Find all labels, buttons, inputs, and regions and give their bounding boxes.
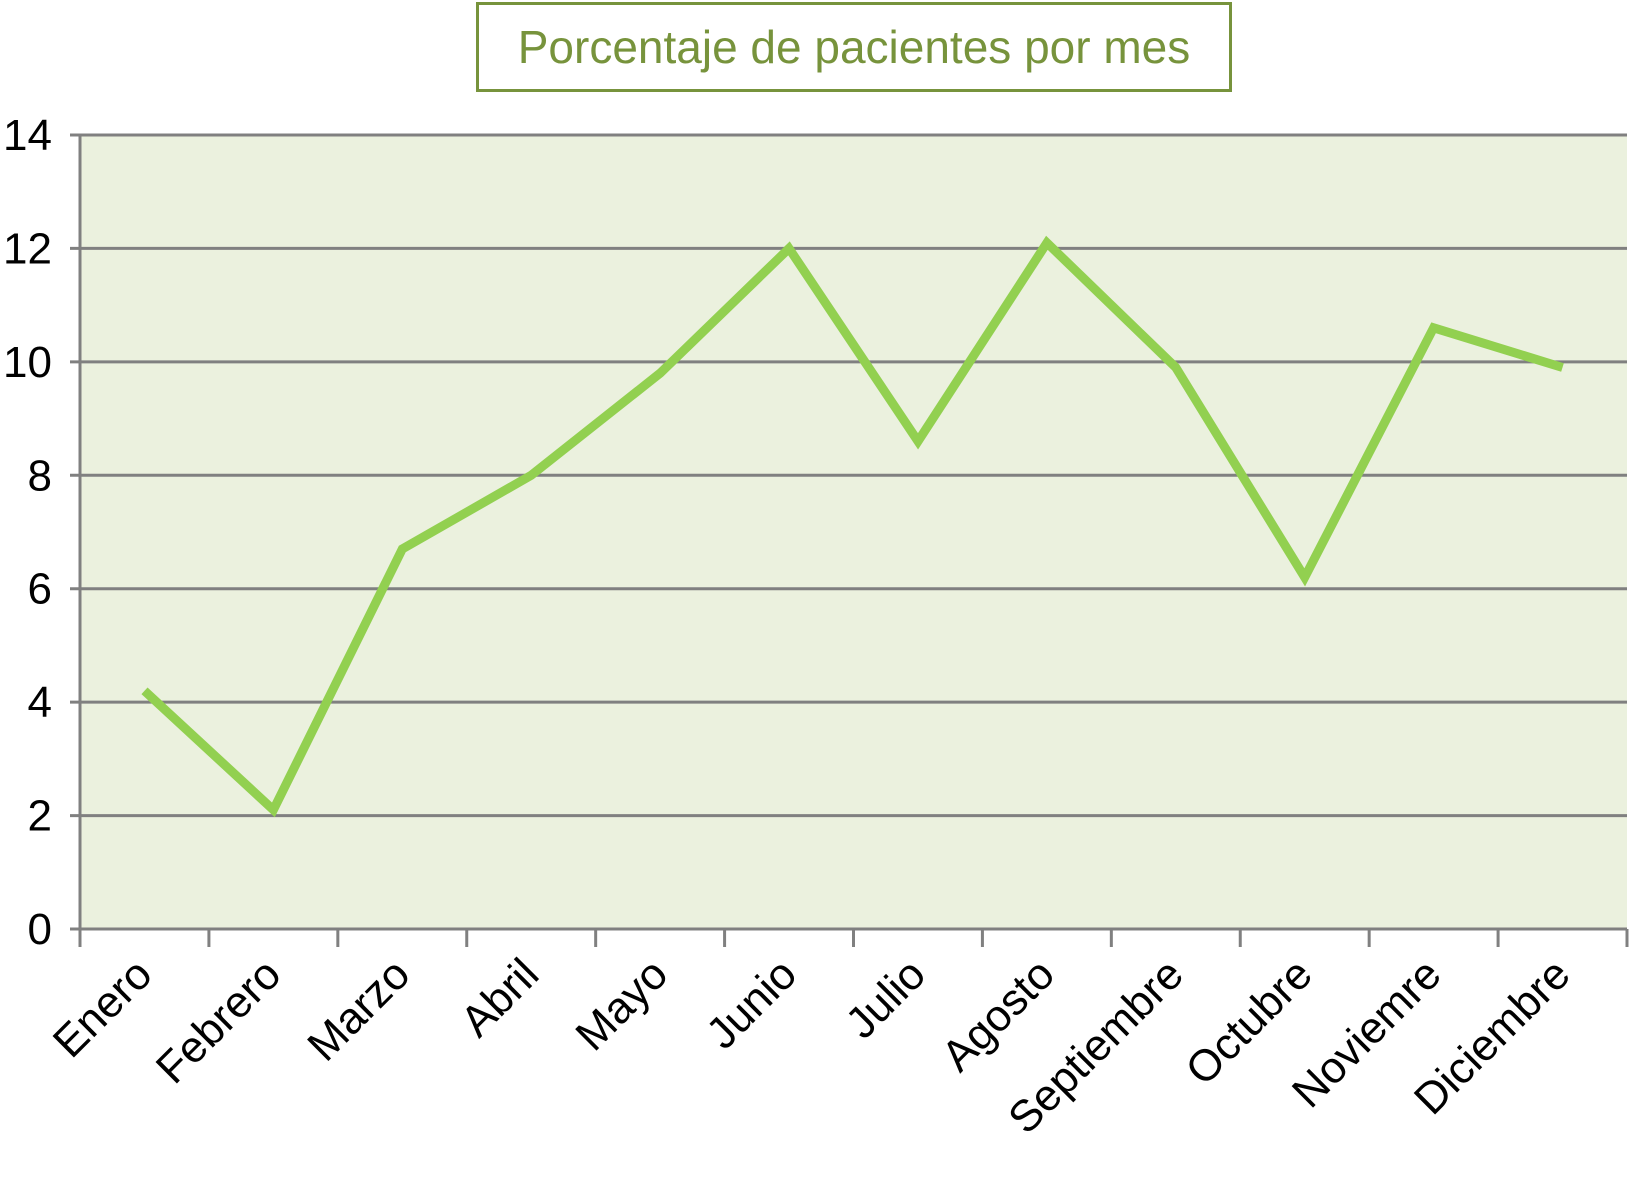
y-tick-label: 2 xyxy=(28,792,52,841)
x-tick-label: Junio xyxy=(697,949,806,1058)
y-tick-label: 10 xyxy=(3,338,52,387)
x-tick-label: Abril xyxy=(451,949,548,1046)
y-tick-label: 12 xyxy=(3,224,52,273)
series-line xyxy=(141,235,1564,818)
chart-title-box: Porcentaje de pacientes por mes xyxy=(476,2,1232,92)
plot-area xyxy=(80,135,1627,929)
x-tick-label: Enero xyxy=(44,949,162,1067)
y-tick-label: 6 xyxy=(28,565,52,614)
x-tick-label: Agosto xyxy=(932,949,1064,1081)
x-tick-label: Julio xyxy=(836,949,935,1048)
chart-title: Porcentaje de pacientes por mes xyxy=(517,21,1191,73)
x-tick-label: Febrero xyxy=(147,949,291,1093)
x-tick-label: Marzo xyxy=(298,949,419,1070)
y-tick-label: 8 xyxy=(28,451,52,500)
x-tick-label: Mayo xyxy=(566,949,677,1060)
y-tick-label: 14 xyxy=(3,111,52,160)
y-tick-label: 0 xyxy=(28,905,52,954)
y-tick-label: 4 xyxy=(28,678,52,727)
